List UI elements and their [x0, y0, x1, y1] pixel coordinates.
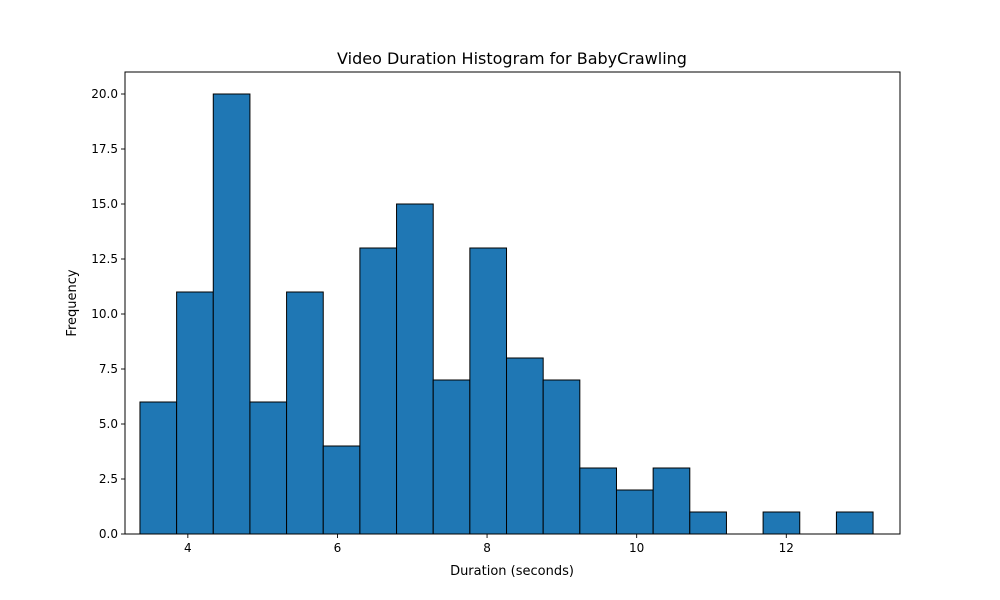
y-axis-ticks: 0.0 2.5 5.0 7.5 10.0 12.5 15.0 17.5 20.0 [91, 87, 125, 541]
y-tick-label: 5.0 [99, 417, 118, 431]
histogram-bar [359, 247, 398, 535]
y-axis-label: Frequency [65, 269, 80, 336]
y-tick-label: 12.5 [91, 252, 118, 266]
histogram-bar [615, 489, 654, 535]
plot-frame [124, 71, 901, 535]
histogram-bar [689, 511, 727, 535]
histogram-bar [762, 511, 801, 535]
x-axis-label: Duration (seconds) [450, 564, 574, 579]
histogram-bar [835, 511, 874, 535]
x-tick-label: 8 [483, 541, 491, 555]
histogram-bar [322, 445, 361, 535]
x-tick-label: 10 [629, 541, 644, 555]
histogram-bar [432, 379, 471, 535]
x-axis-ticks: 4 6 8 10 12 [184, 534, 794, 555]
x-tick-label: 4 [184, 541, 192, 555]
y-tick-label: 17.5 [91, 142, 118, 156]
y-tick-label: 2.5 [99, 472, 118, 486]
y-tick-label: 20.0 [91, 87, 118, 101]
histogram-bar [249, 401, 288, 535]
x-tick-label: 6 [334, 541, 342, 555]
histogram-bar [542, 379, 581, 535]
histogram-bar [579, 467, 617, 535]
y-tick-label: 15.0 [91, 197, 118, 211]
x-tick-label: 12 [779, 541, 794, 555]
histogram-bar [469, 247, 508, 535]
histogram-bar [286, 291, 324, 535]
y-tick-label: 0.0 [99, 527, 118, 541]
chart-title: Video Duration Histogram for BabyCrawlin… [337, 49, 687, 68]
histogram-bar [176, 291, 214, 535]
histogram-bar [139, 401, 178, 535]
histogram-bar [396, 203, 434, 535]
y-tick-label: 10.0 [91, 307, 118, 321]
histogram-bar [506, 357, 544, 535]
histogram-bar [212, 93, 251, 535]
bars-group [139, 93, 874, 535]
y-tick-label: 7.5 [99, 362, 118, 376]
histogram-bar [652, 467, 691, 535]
